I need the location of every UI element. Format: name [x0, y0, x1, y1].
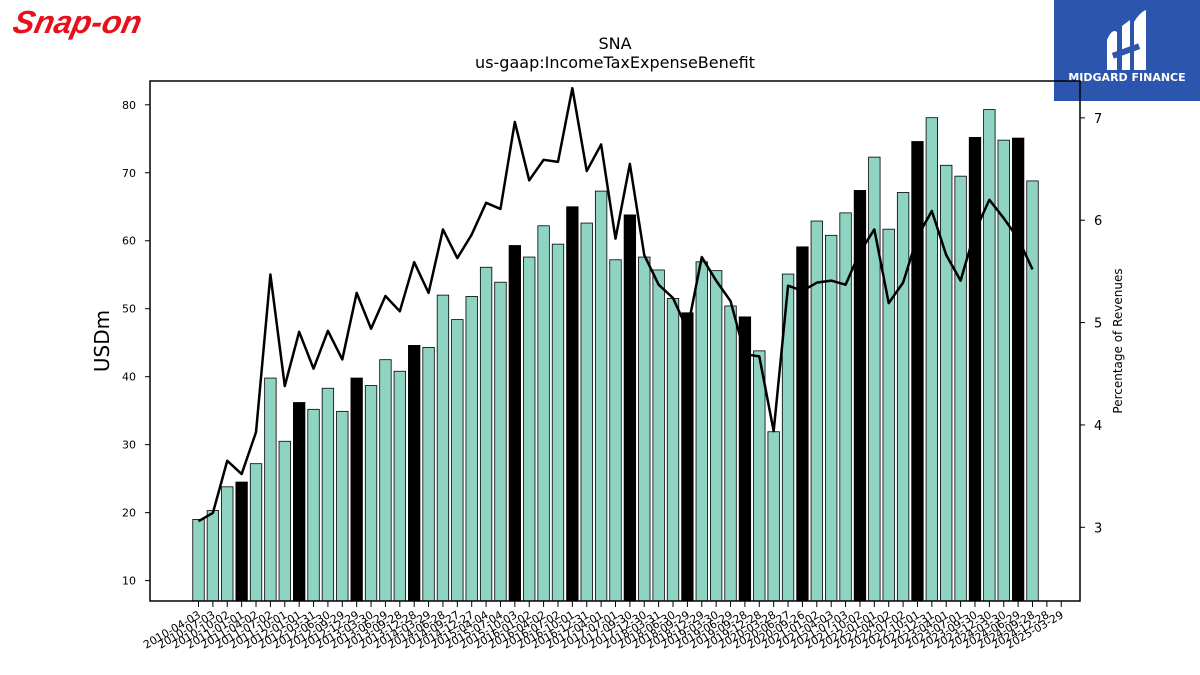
- y2-tick-label: 5: [1094, 317, 1102, 332]
- plot-frame: [149, 80, 1081, 602]
- y2-axis-label: Percentage of Revenues: [1111, 268, 1125, 413]
- bar: [494, 281, 507, 602]
- bar: [364, 385, 378, 602]
- bar: [321, 387, 335, 602]
- bar: [681, 312, 694, 602]
- y-tick-label: 40: [122, 371, 136, 384]
- bar: [1026, 180, 1039, 602]
- bars-group: [192, 109, 1039, 602]
- bar: [408, 345, 421, 602]
- bar: [221, 486, 234, 602]
- y2-tick-label: 7: [1094, 112, 1102, 127]
- bar: [997, 139, 1010, 602]
- y2-tick-label: 6: [1094, 214, 1102, 229]
- bar: [738, 316, 752, 602]
- bar: [896, 192, 910, 602]
- bar: [350, 377, 363, 602]
- bar: [235, 481, 248, 602]
- bar: [465, 296, 478, 602]
- bar: [868, 156, 881, 602]
- midgard-finance-text: MIDGARD FINANCE: [1068, 71, 1185, 84]
- x-axis: 2010-04-032010-07-032010-10-022011-01-01…: [141, 601, 1066, 652]
- y-axis-label: USDm: [90, 310, 114, 372]
- bar: [379, 359, 392, 602]
- bar: [810, 220, 823, 602]
- bar: [278, 440, 291, 602]
- percentage-line: [197, 86, 1034, 523]
- bar: [479, 266, 493, 602]
- bar: [537, 225, 550, 602]
- snap-on-logo: Snap-on: [10, 4, 145, 40]
- bar: [293, 402, 306, 602]
- bar: [940, 164, 953, 602]
- bar: [393, 370, 406, 602]
- y2-tick-label: 4: [1094, 419, 1102, 434]
- bar: [695, 261, 708, 602]
- bar: [594, 190, 608, 602]
- bar: [623, 214, 637, 602]
- bar: [264, 377, 277, 602]
- bar: [767, 431, 780, 602]
- y-tick-label: 50: [122, 303, 136, 316]
- bar: [451, 319, 464, 602]
- bar: [925, 117, 938, 602]
- y-tick-label: 60: [122, 235, 136, 248]
- bar: [825, 234, 838, 602]
- bar: [839, 212, 852, 602]
- bar: [436, 294, 450, 602]
- bar: [508, 245, 521, 602]
- bar: [652, 269, 665, 602]
- bar: [796, 246, 809, 602]
- bar: [911, 141, 924, 602]
- bar: [523, 256, 536, 602]
- chart-title: SNA: [598, 34, 631, 53]
- bar: [710, 270, 723, 602]
- bar: [566, 206, 579, 602]
- bar: [983, 109, 996, 602]
- bar: [638, 256, 651, 602]
- bar: [206, 510, 220, 602]
- y2-axis: 3 4 5 6 7: [1080, 112, 1102, 536]
- snap-on-logo-text: Snap-on: [10, 4, 145, 40]
- y-tick-label: 70: [122, 167, 136, 180]
- midgard-finance-logo: MIDGARD FINANCE: [1054, 0, 1200, 101]
- y-tick-label: 80: [122, 99, 136, 112]
- bar: [192, 519, 205, 602]
- bar: [1011, 137, 1025, 602]
- y-tick-label: 30: [122, 439, 136, 452]
- bar: [666, 298, 680, 602]
- bar: [336, 410, 349, 602]
- y-tick-label: 10: [122, 575, 136, 588]
- bar: [422, 347, 435, 602]
- bar: [753, 350, 766, 602]
- y-axis: 10 20 30 40 50 60 70 80: [122, 99, 150, 588]
- bar: [968, 137, 982, 602]
- y2-tick-label: 3: [1094, 521, 1102, 536]
- bar: [609, 259, 622, 602]
- bar: [580, 222, 593, 602]
- line-group: [197, 86, 1034, 523]
- y-tick-label: 20: [122, 507, 136, 520]
- bar: [249, 463, 263, 602]
- chart-subtitle: us-gaap:IncomeTaxExpenseBenefit: [475, 53, 755, 72]
- bar: [724, 305, 737, 602]
- bar: [551, 243, 565, 602]
- midgard-mark-icon: MIDGARD FINANCE: [1068, 10, 1186, 84]
- bar: [954, 175, 967, 602]
- bar: [307, 408, 320, 602]
